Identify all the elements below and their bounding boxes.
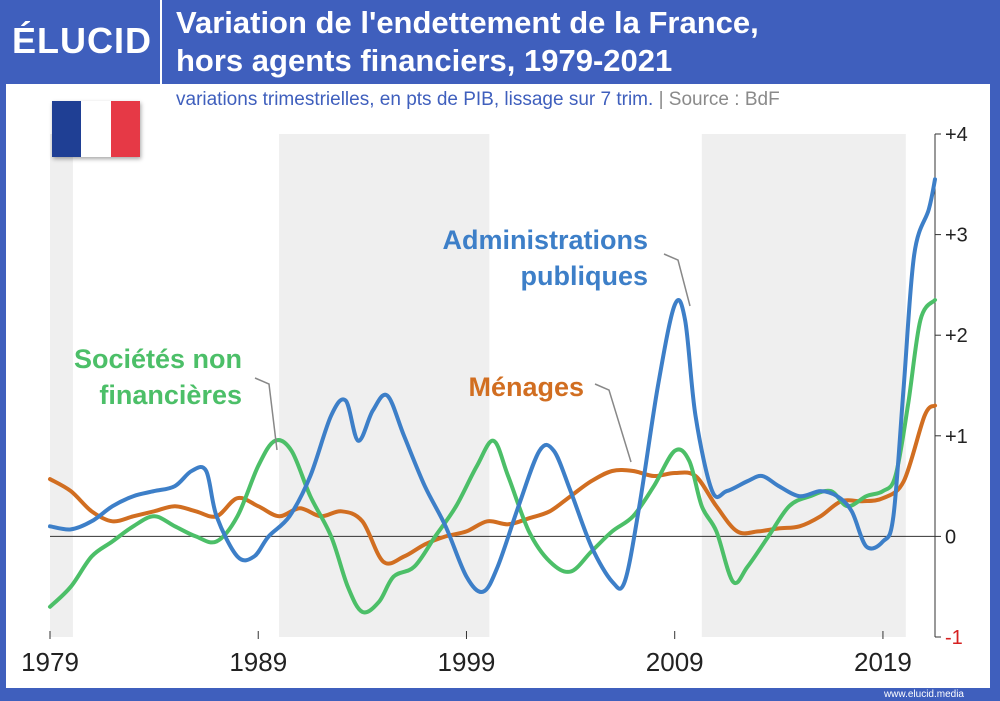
header: ÉLUCID Variation de l'endettement de la … [0, 0, 1000, 84]
y-tick-label: -1 [945, 627, 963, 649]
chart-title: Variation de l'endettement de la France,… [176, 4, 986, 80]
societes-label: Sociétés non [74, 344, 242, 374]
x-tick-label: 1989 [229, 647, 287, 677]
flag-stripe-red [110, 101, 140, 157]
menages-label: Ménages [468, 372, 584, 402]
y-tick-label: +1 [945, 426, 968, 448]
y-tick-label: +3 [945, 225, 968, 247]
y-tick-label: +2 [945, 325, 968, 347]
societes-label: financières [99, 380, 242, 410]
chart-subtitle: variations trimestrielles, en pts de PIB… [176, 89, 780, 111]
subtitle-separator: | [653, 89, 669, 110]
header-divider [160, 0, 162, 84]
elucid-logo: ÉLUCID [12, 20, 152, 61]
chart-panel: +4 +3 +2 +1 0 -1 1979 1989 1999 2009 2019 Administr… [6, 84, 990, 688]
shaded-period-0 [50, 134, 73, 637]
x-tick-label: 1979 [21, 647, 79, 677]
title-line-1: Variation de l'endettement de la France, [176, 5, 759, 40]
source-label: Source : BdF [668, 89, 780, 110]
shaded-period-2 [701, 134, 906, 637]
france-flag [52, 101, 140, 157]
administrations-label: publiques [521, 261, 649, 291]
menages-leader-line [594, 383, 632, 463]
administrations-label: Administrations [442, 225, 648, 255]
x-tick-label: 2009 [646, 647, 704, 677]
flag-stripe-white [81, 101, 111, 157]
administrations-leader-line [663, 253, 691, 307]
line-chart: +4 +3 +2 +1 0 -1 1979 1989 1999 2009 2019 Administr… [21, 124, 968, 677]
x-tick-label: 1999 [438, 647, 496, 677]
subtitle-text: variations trimestrielles, en pts de PIB… [176, 89, 654, 110]
title-line-2: hors agents financiers, 1979-2021 [176, 43, 673, 78]
footer-url: www.elucid.media [883, 689, 964, 700]
administrations-line [48, 177, 937, 594]
menages-line [48, 403, 937, 566]
y-tick-label: 0 [945, 526, 956, 548]
x-tick-label: 2019 [854, 647, 912, 677]
flag-stripe-blue [52, 101, 82, 157]
y-tick-label: +4 [945, 124, 968, 146]
societes-leader-line [254, 377, 278, 451]
